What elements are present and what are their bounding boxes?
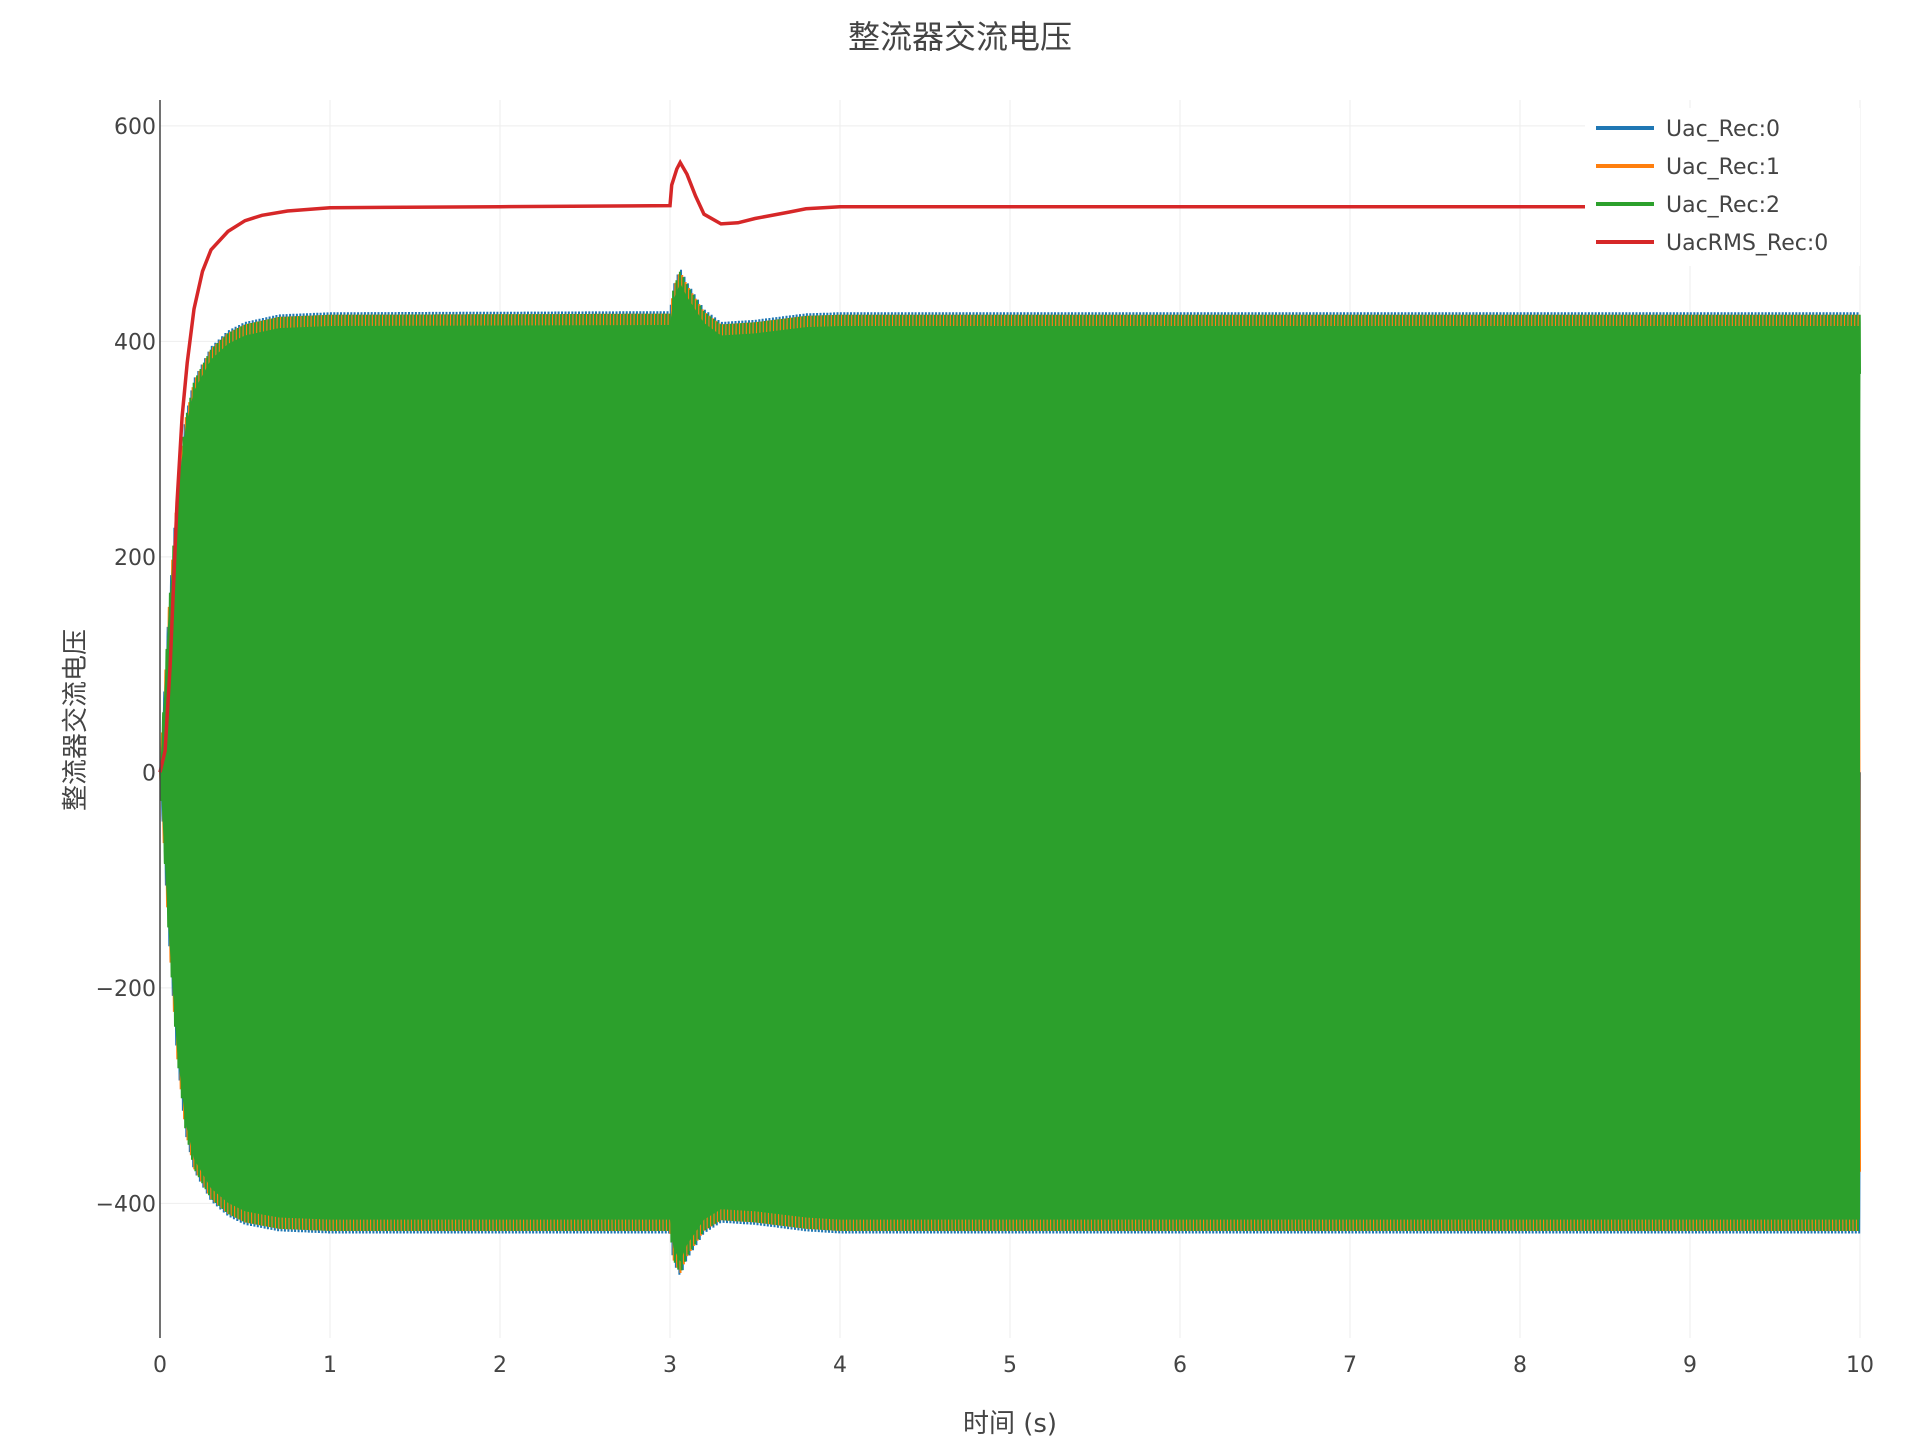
x-tick-label: 10	[1846, 1353, 1874, 1378]
y-tick-label: 200	[114, 546, 156, 571]
legend-item[interactable]: Uac_Rec:2	[1596, 193, 1780, 218]
x-tick-label: 6	[1173, 1353, 1187, 1378]
legend-label: Uac_Rec:2	[1666, 193, 1780, 218]
y-tick-label: 400	[114, 330, 156, 355]
legend-label: UacRMS_Rec:0	[1666, 231, 1828, 256]
x-tick-label: 2	[493, 1353, 507, 1378]
legend-item[interactable]: Uac_Rec:1	[1596, 155, 1780, 180]
x-tick-label: 5	[1003, 1353, 1017, 1378]
y-tick-label: −200	[96, 977, 156, 1002]
x-tick-label: 3	[663, 1353, 677, 1378]
legend-label: Uac_Rec:0	[1666, 117, 1780, 142]
legend-item[interactable]: UacRMS_Rec:0	[1596, 231, 1828, 256]
x-tick-label: 9	[1683, 1353, 1697, 1378]
x-tick-label: 8	[1513, 1353, 1527, 1378]
axes: 0 1 2 3 4 5 6 7 8 9 10 −400 −200 0 200 400 600	[96, 100, 1874, 1378]
x-tick-label: 4	[833, 1353, 847, 1378]
x-tick-label: 0	[153, 1353, 167, 1378]
x-tick-label: 1	[323, 1353, 337, 1378]
legend-label: Uac_Rec:1	[1666, 155, 1780, 180]
x-axis-label: 时间 (s)	[963, 1409, 1057, 1439]
legend[interactable]: Uac_Rec:0 Uac_Rec:1 Uac_Rec:2 UacRMS_Rec:0	[1585, 108, 1860, 266]
traces	[158, 158, 1861, 1275]
trace-uacrms-rec-0	[158, 158, 1588, 773]
legend-background	[1585, 108, 1860, 266]
legend-item[interactable]: Uac_Rec:0	[1596, 117, 1780, 142]
y-tick-label: −400	[96, 1192, 156, 1217]
y-axis-label: 整流器交流电压	[61, 629, 91, 811]
chart-title: 整流器交流电压	[848, 18, 1072, 56]
y-tick-label: 600	[114, 115, 156, 140]
uac-rec-2-envelope-fill	[160, 283, 1860, 1262]
x-tick-label: 7	[1343, 1353, 1357, 1378]
y-tick-label: 0	[142, 761, 156, 786]
